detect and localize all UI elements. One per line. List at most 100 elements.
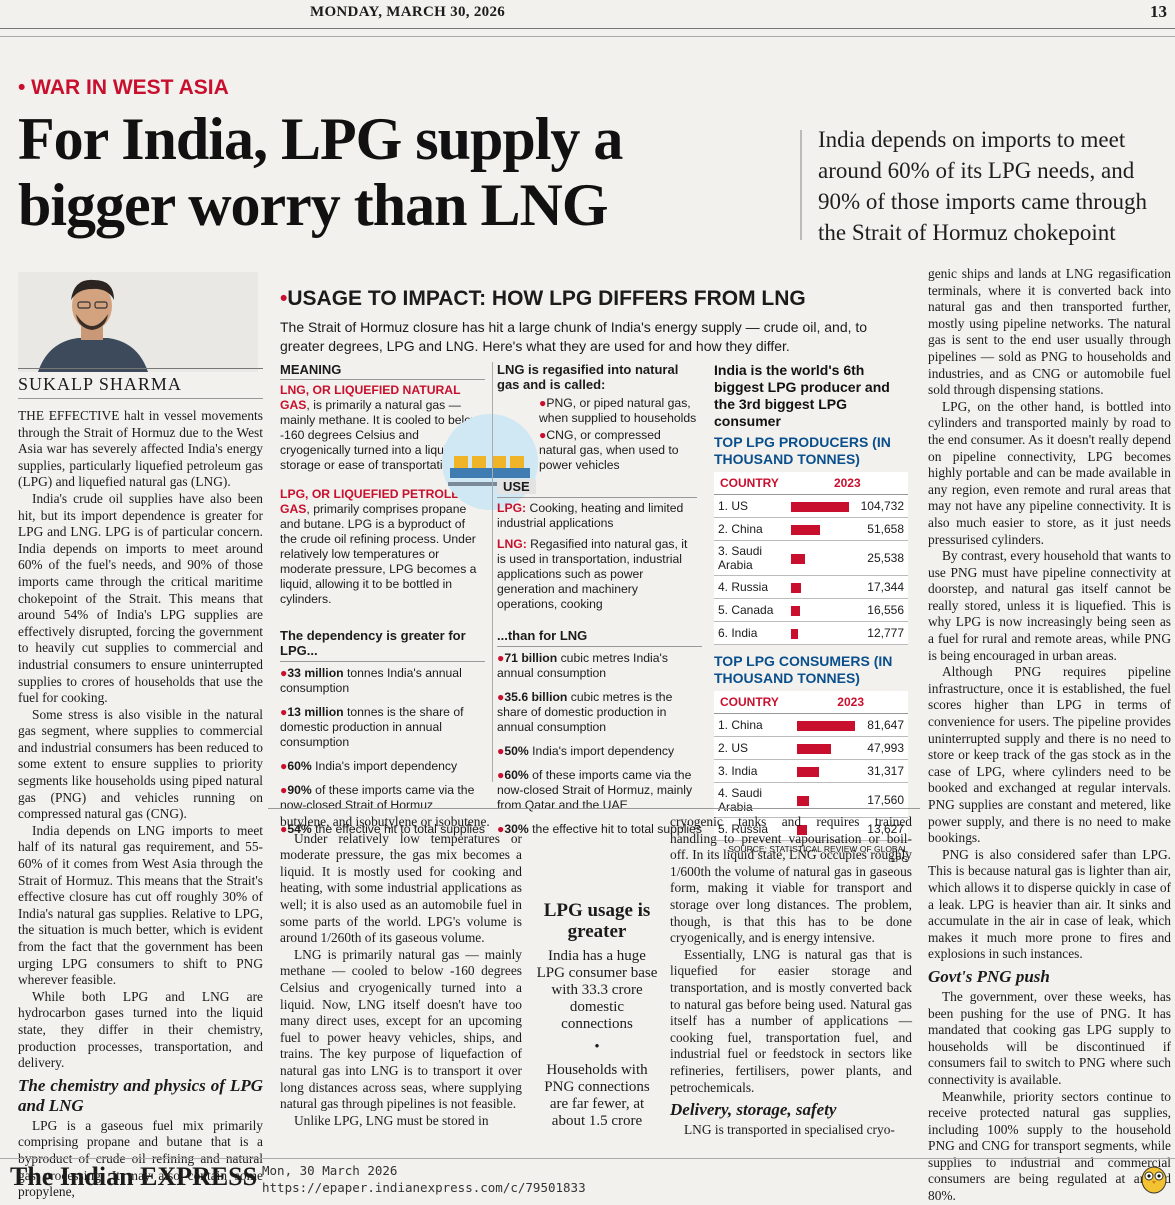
value-cell: 51,658 — [856, 517, 908, 541]
top-rule-2 — [0, 36, 1175, 37]
lpg-dependency-heading: The dependency is greater for LPG... — [280, 628, 466, 658]
country-cell: 4. Russia — [714, 575, 787, 599]
edition-date: MONDAY, MARCH 30, 2026 — [310, 4, 506, 20]
footer-date: Mon, 30 March 2026 — [262, 1163, 398, 1178]
dependency-item: ●54% the effective hit to total supplies — [280, 822, 485, 836]
png-item: ●PNG, or piped natural gas, when supplie… — [539, 396, 697, 425]
paragraph: By contrast, every household that wants … — [928, 548, 1171, 663]
footer-url[interactable]: https://epaper.indianexpress.com/c/79501… — [262, 1180, 586, 1195]
section-kicker: • WAR IN WEST ASIA — [18, 76, 229, 99]
source-note: SOURCE: STATISTICAL REVIEW OF GLOBAL LPG — [728, 844, 908, 864]
byline-rule — [18, 368, 263, 369]
paragraph: LNG is transported in specialised cryo- — [684, 1122, 895, 1138]
footer-info: Mon, 30 March 2026 https://epaper.indian… — [262, 1162, 586, 1196]
value-bar — [797, 766, 820, 777]
value-cell: 47,993 — [863, 736, 908, 760]
value-cell: 12,777 — [856, 621, 908, 645]
dependency-item: ●35.6 billion cubic metres is the share … — [497, 690, 673, 734]
table-row: 1. China 81,647 — [714, 713, 908, 737]
value-cell: 16,556 — [856, 598, 908, 622]
regas-heading: LNG is regasified into natural gas and i… — [497, 362, 679, 392]
lng-dependency-list: ●71 billion cubic metres India's annual … — [497, 651, 702, 837]
paragraph: Under relatively low temperatures or mod… — [280, 830, 522, 946]
lpg-use: LPG: Cooking, heating and limited indust… — [497, 501, 684, 530]
pull-quote: LPG usage is greater India has a huge LP… — [536, 900, 658, 1130]
value-bar — [790, 605, 800, 616]
table-row: 2. China 51,658 — [714, 517, 908, 541]
subheading: The chemistry and physics of LPG and LNG — [18, 1075, 263, 1115]
regas-block: LNG is regasified into natural gas and i… — [497, 362, 697, 612]
lng-use: LNG: Regasified into natural gas, it is … — [497, 537, 688, 611]
table-row: 2. US 47,993 — [714, 736, 908, 760]
subheading: Govt's PNG push — [928, 966, 1050, 986]
dependency-item: ●33 million tonnes India's annual consum… — [280, 666, 462, 695]
lng-dependency-heading: ...than for LNG — [497, 628, 588, 643]
author-portrait — [18, 272, 258, 372]
paragraph: Some stress is also visible in the natur… — [18, 706, 263, 822]
body-column-1: THE EFFECTIVE halt in vessel movements t… — [18, 408, 263, 1201]
country-cell: 6. India — [714, 621, 787, 645]
meaning-block: MEANING LNG, OR LIQUEFIED NATURAL GAS, i… — [280, 362, 485, 607]
column-header: COUNTRY — [714, 472, 787, 495]
country-cell: 4. Saudi Arabia — [714, 782, 794, 818]
body-column-2: butylene, and isobutylene or isobutene. … — [280, 814, 522, 1129]
lpg-meaning: LPG, OR LIQUEFIED PETROLEUM GAS, primari… — [280, 487, 479, 606]
paragraph: The government, over these weeks, has be… — [928, 988, 1171, 1087]
value-bar — [790, 501, 849, 512]
country-cell: 3. Saudi Arabia — [714, 540, 787, 576]
value-cell: 104,732 — [856, 494, 908, 518]
paragraph: Although PNG requires pipeline infrastru… — [928, 664, 1171, 846]
lpg-tables: India is the world's 6th biggest LPG pro… — [714, 362, 908, 864]
consumers-table: COUNTRY 2023 1. China 81,647 2. US 47,993 3.… — [714, 691, 908, 841]
dependency-item: ●71 billion cubic metres India's annual … — [497, 651, 668, 680]
paragraph: Unlike LPG, LNG must be stored in — [294, 1112, 489, 1128]
paragraph: LPG is a gaseous fuel mix primarily comp… — [18, 1117, 263, 1200]
author-photo — [38, 279, 148, 372]
value-bar — [790, 524, 820, 535]
producers-title: TOP LPG PRODUCERS (IN THOUSAND TONNES) — [714, 434, 891, 467]
lng-meaning: LNG, OR LIQUEFIED NATURAL GAS, is primar… — [280, 383, 480, 472]
dependency-item: ●60% of these imports came via the now-c… — [497, 768, 693, 812]
byline-rule-2 — [18, 398, 263, 399]
table-row: 6. India 12,777 — [714, 621, 908, 645]
paragraph: India depends on LNG imports to meet hal… — [18, 822, 263, 988]
graphic-intro: The Strait of Hormuz closure has hit a l… — [280, 319, 868, 354]
pull-quote-text-1: India has a huge LPG consumer base with … — [536, 948, 658, 1032]
value-cell: 81,647 — [863, 713, 908, 737]
pull-quote-title: LPG usage is greater — [543, 900, 651, 942]
pull-quote-separator: • — [594, 1039, 600, 1055]
table-row: 3. Saudi Arabia 25,538 — [714, 540, 908, 576]
paragraph: genic ships and lands at LNG regasificat… — [928, 266, 1171, 398]
paragraph: PNG is also considered safer than LPG. T… — [928, 846, 1171, 962]
producers-table: COUNTRY 2023 1. US 104,732 2. China 51,658 3… — [714, 472, 908, 645]
country-cell: 5. Russia — [714, 817, 794, 841]
paragraph: butylene, and isobutylene or isobutene. — [280, 814, 490, 829]
value-bar — [797, 795, 810, 806]
deck: India depends on imports to meet around … — [818, 127, 1147, 245]
paragraph: LPG, on the other hand, is bottled into … — [928, 398, 1171, 547]
dependency-item: ●50% India's import dependency — [497, 744, 675, 758]
paragraph: While both LPG and LNG are hydrocarbon g… — [18, 988, 263, 1071]
table-row: 4. Russia 17,344 — [714, 575, 908, 599]
country-cell: 2. US — [714, 736, 794, 760]
lpg-dependency-list: ●33 million tonnes India's annual consum… — [280, 666, 485, 837]
deck-divider — [800, 130, 802, 240]
paragraph: India's crude oil supplies have also bee… — [18, 490, 263, 706]
value-bar — [797, 824, 808, 835]
consumers-title: TOP LPG CONSUMERS (IN THOUSAND TONNES) — [714, 653, 893, 686]
value-cell: 17,560 — [863, 782, 908, 818]
table-row: 5. Russia 13,627 — [714, 817, 908, 841]
top-rule — [0, 28, 1175, 29]
dependency-item: ●60% India's import dependency — [280, 759, 458, 773]
value-cell: 25,538 — [856, 540, 908, 576]
table-row: 5. Canada 16,556 — [714, 598, 908, 622]
column-header: 2023 — [793, 691, 908, 714]
country-cell: 3. India — [714, 759, 794, 783]
owl-icon — [1140, 1162, 1168, 1194]
meaning-heading: MEANING — [280, 362, 342, 377]
value-cell: 17,344 — [856, 575, 908, 599]
cng-item: ●CNG, or compressed natural gas, when us… — [539, 428, 679, 472]
lng-dependency: ...than for LNG ●71 billion cubic metres… — [497, 628, 702, 846]
country-cell: 5. Canada — [714, 598, 787, 622]
rank-text: India is the world's 6th biggest LPG pro… — [714, 362, 890, 429]
